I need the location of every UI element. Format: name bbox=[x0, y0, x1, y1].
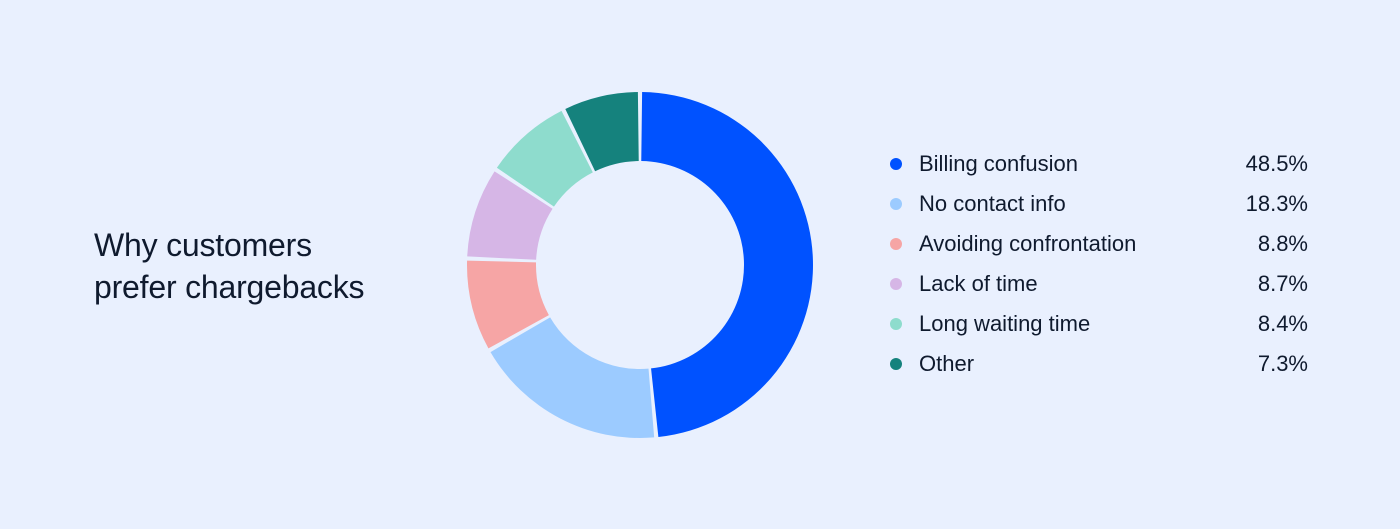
chart-title-line-2: prefer chargebacks bbox=[94, 269, 365, 305]
legend-item-other: Other 7.3% bbox=[888, 344, 1308, 384]
chart-title: Why customers prefer chargebacks bbox=[94, 224, 454, 308]
legend-item-lack-of-time: Lack of time 8.7% bbox=[888, 264, 1308, 304]
legend-value: 8.7% bbox=[1257, 271, 1308, 296]
donut-slice-lack-of-time bbox=[467, 171, 553, 260]
legend-label: Billing confusion bbox=[919, 151, 1078, 176]
legend-value: 7.3% bbox=[1257, 351, 1308, 376]
legend-item-no-contact-info: No contact info 18.3% bbox=[888, 184, 1308, 224]
donut-slice-no-contact-info bbox=[490, 317, 655, 438]
legend-dot-icon bbox=[890, 238, 902, 250]
donut-slice-long-waiting-time bbox=[496, 110, 593, 207]
legend-item-long-waiting-time: Long waiting time 8.4% bbox=[888, 304, 1308, 344]
legend-dot-icon bbox=[890, 318, 902, 330]
legend-item-billing-confusion: Billing confusion 48.5% bbox=[888, 144, 1308, 184]
legend-label: Other bbox=[919, 351, 975, 376]
legend-label: Long waiting time bbox=[919, 311, 1091, 336]
legend-dot-icon bbox=[890, 358, 902, 370]
chart-legend: Billing confusion 48.5% No contact info 18.… bbox=[888, 144, 1308, 384]
legend-value: 18.3% bbox=[1245, 191, 1308, 216]
legend-label: No contact info bbox=[919, 191, 1066, 216]
legend-value: 48.5% bbox=[1245, 151, 1308, 176]
legend-value: 8.4% bbox=[1257, 311, 1308, 336]
legend-dot-icon bbox=[890, 198, 902, 210]
legend-dot-icon bbox=[890, 158, 902, 170]
donut-slice-avoiding-confrontation bbox=[467, 260, 549, 349]
chart-title-line-1: Why customers bbox=[94, 227, 312, 263]
legend-item-avoiding-confrontation: Avoiding confrontation 8.8% bbox=[888, 224, 1308, 264]
donut-chart bbox=[467, 92, 813, 438]
legend-label: Lack of time bbox=[919, 271, 1038, 296]
legend-label: Avoiding confrontation bbox=[919, 231, 1137, 256]
donut-slice-other bbox=[565, 92, 639, 172]
donut-slice-billing-confusion bbox=[641, 92, 813, 438]
legend-dot-icon bbox=[890, 278, 902, 290]
legend-value: 8.8% bbox=[1257, 231, 1308, 256]
